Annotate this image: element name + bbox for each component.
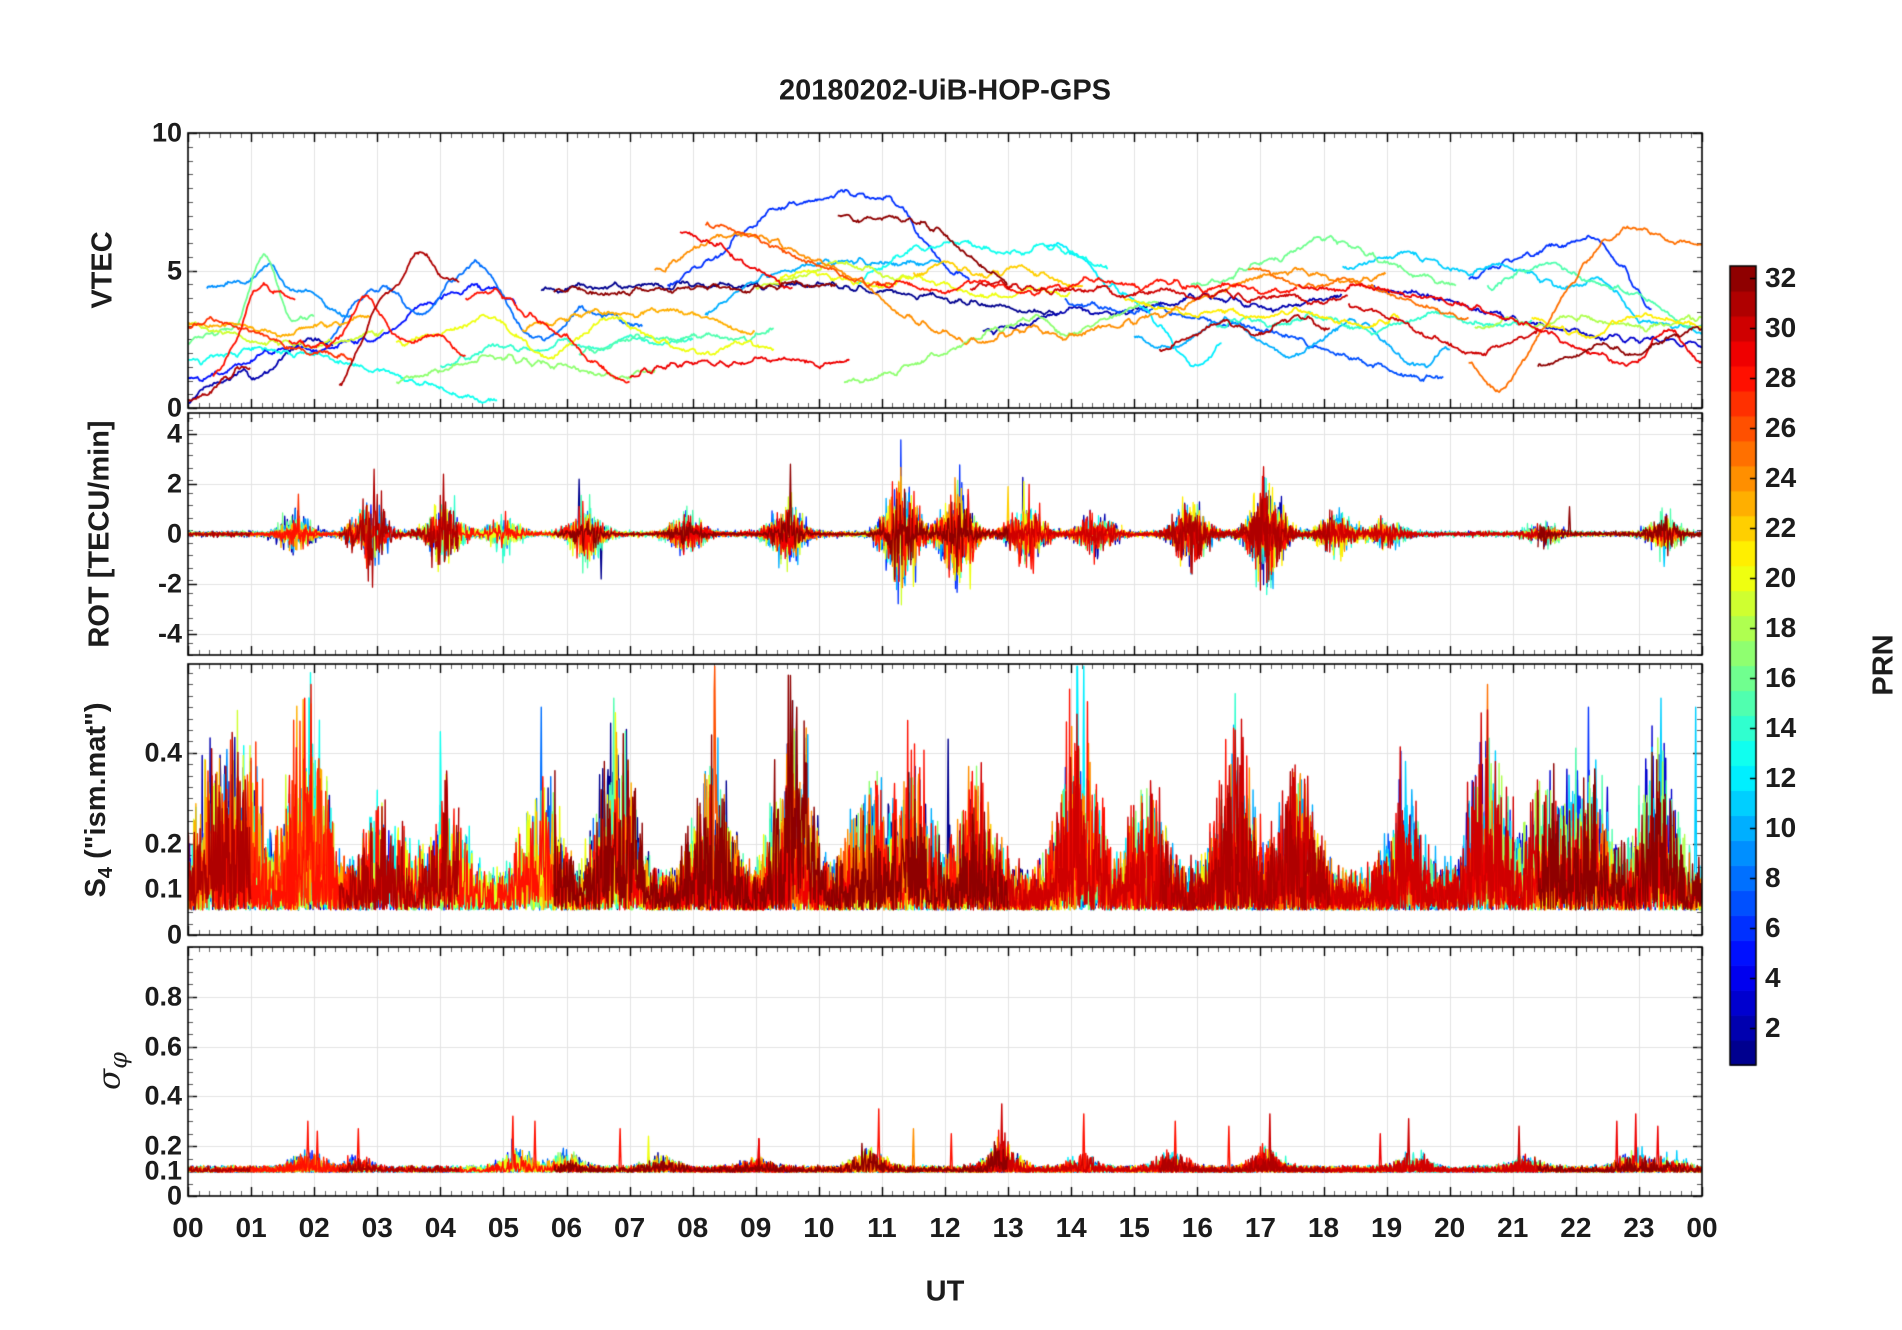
s4-subscript: 4	[94, 866, 117, 879]
colorbar-tick-label: 28	[1765, 362, 1797, 394]
x-tick-label: 17	[1244, 1212, 1276, 1243]
colorbar-tick-label: 22	[1765, 512, 1797, 544]
x-tick-label: 06	[550, 1212, 583, 1243]
colorbar-tick-label: 20	[1765, 562, 1797, 594]
x-tick-label: 04	[424, 1212, 456, 1243]
y-tick-label: 0	[166, 518, 182, 549]
x-tick-label: 20	[1434, 1212, 1466, 1243]
x-tick-label: 09	[740, 1212, 772, 1243]
y-tick-label: 0.4	[144, 737, 182, 768]
y-tick-label: -4	[157, 618, 182, 649]
x-tick-label: 11	[867, 1212, 897, 1243]
y-tick-label: 5	[166, 255, 182, 285]
x-tick-label: 01	[235, 1212, 267, 1243]
y-tick-label: 10	[151, 117, 182, 148]
s4-suffix: ("ism.mat")	[80, 702, 113, 867]
y-axis-label-s4: S4 ("ism.mat")	[80, 702, 118, 897]
x-tick-label: 00	[1686, 1212, 1718, 1243]
x-axis-label: UT	[925, 1275, 965, 1308]
y-tick-label: 0	[166, 919, 182, 950]
x-tick-label: 23	[1623, 1212, 1655, 1243]
x-tick-label: 18	[1307, 1212, 1340, 1243]
colorbar-tick-label: 16	[1765, 661, 1797, 693]
x-tick-label: 12	[929, 1212, 961, 1243]
y-tick-label: 0.1	[144, 1155, 182, 1186]
y-tick-label: 0	[166, 1180, 182, 1211]
x-tick-label: 21	[1497, 1212, 1529, 1243]
y-tick-label: 0.1	[144, 873, 182, 904]
x-tick-label: 02	[298, 1212, 330, 1243]
colorbar-tick-label: 30	[1765, 312, 1797, 344]
x-tick-label: 00	[172, 1212, 204, 1243]
colorbar-tick-label: 6	[1765, 911, 1781, 943]
colorbar-tick-label: 8	[1765, 861, 1781, 893]
s4-symbol: S	[80, 878, 113, 898]
sigma-symbol: σ	[91, 1068, 128, 1090]
x-tick-label: 16	[1181, 1212, 1213, 1243]
phi-subscript: φ	[104, 1052, 133, 1069]
colorbar-tick-label: 32	[1765, 262, 1797, 294]
x-tick-label: 22	[1560, 1212, 1592, 1243]
y-tick-label: 0	[166, 392, 182, 423]
y-tick-label: 0.8	[144, 981, 182, 1012]
colorbar-tick-label: 24	[1765, 462, 1797, 494]
colorbar-tick-label: 14	[1765, 711, 1797, 743]
y-tick-label: 0.2	[144, 1130, 182, 1161]
x-tick-label: 08	[677, 1212, 709, 1243]
y-tick-label: -2	[157, 568, 182, 599]
colorbar-tick-label: 12	[1765, 761, 1797, 793]
y-tick-label: 0.6	[144, 1031, 182, 1062]
y-axis-label-sigma-phi: σφ	[92, 1052, 133, 1090]
y-axis-label-vtec: VTEC	[86, 231, 119, 309]
x-tick-label: 14	[1055, 1212, 1087, 1243]
y-tick-label: 0.2	[144, 828, 182, 859]
chart-title: 20180202-UiB-HOP-GPS	[778, 74, 1112, 107]
x-tick-label: 07	[614, 1212, 646, 1243]
x-tick-label: 13	[992, 1212, 1024, 1243]
colorbar-tick-label: 26	[1765, 412, 1797, 444]
y-tick-label: 2	[166, 468, 182, 499]
y-tick-label: 0.4	[144, 1080, 182, 1111]
y-tick-label: 4	[166, 418, 182, 449]
x-tick-label: 10	[803, 1212, 835, 1243]
colorbar-tick-label: 18	[1765, 612, 1797, 644]
x-tick-label: 03	[361, 1212, 393, 1243]
y-axis-label-rot: ROT [TECU/min]	[83, 420, 116, 648]
x-tick-label: 05	[487, 1212, 519, 1243]
colorbar-label: PRN	[1867, 634, 1900, 696]
colorbar-tick-label: 4	[1765, 961, 1781, 993]
colorbar-tick-label: 10	[1765, 811, 1797, 843]
colorbar-tick-label: 2	[1765, 1011, 1781, 1043]
x-tick-label: 15	[1118, 1212, 1150, 1243]
x-tick-label: 19	[1371, 1212, 1403, 1243]
